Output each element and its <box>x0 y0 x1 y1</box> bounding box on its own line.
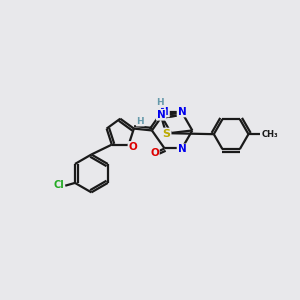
Text: H: H <box>156 98 163 107</box>
Text: O: O <box>150 148 159 158</box>
Text: N: N <box>178 106 186 116</box>
Text: CH₃: CH₃ <box>261 130 278 139</box>
Text: Cl: Cl <box>53 180 64 190</box>
Text: H: H <box>136 117 144 126</box>
Text: S: S <box>163 129 171 139</box>
Text: N: N <box>160 106 169 116</box>
Text: O: O <box>128 142 137 152</box>
Text: N: N <box>178 144 186 154</box>
Text: N: N <box>157 110 166 120</box>
